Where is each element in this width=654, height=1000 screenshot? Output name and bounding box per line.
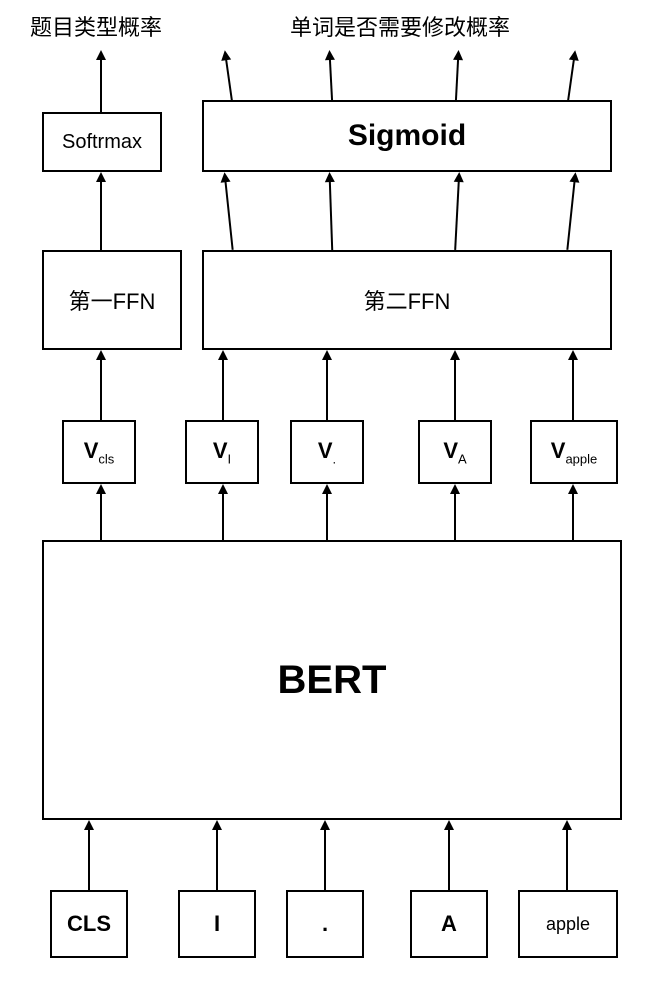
v-apple-node: Vapple xyxy=(530,420,618,484)
arrow-cls-bert xyxy=(88,828,90,890)
arrow-apple-bert xyxy=(566,828,568,890)
arrow-vcls-ffn1 xyxy=(100,358,102,420)
arrow-out-sigmoid-2 xyxy=(329,58,333,102)
arrow-dot-bert xyxy=(324,828,326,890)
v-sub-dot: . xyxy=(333,451,337,466)
arrow-i-bert xyxy=(216,828,218,890)
v-prefix: V xyxy=(551,438,566,463)
arrow-out-sigmoid-4 xyxy=(567,58,575,102)
v-sub-cls: cls xyxy=(98,451,114,466)
v-dot-node: V. xyxy=(290,420,364,484)
arrow-ffn2-sigmoid-2 xyxy=(329,180,333,250)
v-prefix: V xyxy=(84,438,99,463)
arrow-ffn1-softmax xyxy=(100,180,102,250)
arrow-bert-v1 xyxy=(222,492,224,540)
arrow-v2-ffn2 xyxy=(326,358,328,420)
arrow-bert-v3 xyxy=(454,492,456,540)
arrow-out-sigmoid-1 xyxy=(225,58,233,102)
v-i-node: VI xyxy=(185,420,259,484)
token-apple: apple xyxy=(518,890,618,958)
softmax-node: Softrmax xyxy=(42,112,162,172)
sigmoid-node: Sigmoid xyxy=(202,100,612,172)
arrow-out-softmax xyxy=(100,58,102,112)
token-i: I xyxy=(178,890,256,958)
v-sub-i: I xyxy=(228,451,232,466)
arrow-ffn2-sigmoid-1 xyxy=(224,180,233,250)
v-cls-node: Vcls xyxy=(62,420,136,484)
token-a: A xyxy=(410,890,488,958)
arrow-bert-v2 xyxy=(326,492,328,540)
arrow-a-bert xyxy=(448,828,450,890)
v-prefix: V xyxy=(318,438,333,463)
arrow-ffn2-sigmoid-4 xyxy=(566,180,575,250)
label-question-type-prob: 题目类型概率 xyxy=(30,10,162,42)
arrow-out-sigmoid-3 xyxy=(455,58,459,102)
bert-node: BERT xyxy=(42,540,622,820)
arrow-v1-ffn2 xyxy=(222,358,224,420)
arrow-ffn2-sigmoid-3 xyxy=(454,180,460,250)
token-dot: . xyxy=(286,890,364,958)
v-sub-apple: apple xyxy=(565,451,597,466)
token-cls: CLS xyxy=(50,890,128,958)
arrow-v4-ffn2 xyxy=(572,358,574,420)
arrow-bert-v4 xyxy=(572,492,574,540)
ffn1-node: 第一FFN xyxy=(42,250,182,350)
v-prefix: V xyxy=(443,438,458,463)
diagram-root: 题目类型概率 单词是否需要修改概率 Softrmax Sigmoid 第一FFN… xyxy=(0,0,654,1000)
label-word-modify-prob: 单词是否需要修改概率 xyxy=(290,10,510,42)
arrow-v3-ffn2 xyxy=(454,358,456,420)
v-a-node: VA xyxy=(418,420,492,484)
arrow-bert-vcls xyxy=(100,492,102,540)
v-prefix: V xyxy=(213,438,228,463)
v-sub-a: A xyxy=(458,451,467,466)
ffn2-node: 第二FFN xyxy=(202,250,612,350)
